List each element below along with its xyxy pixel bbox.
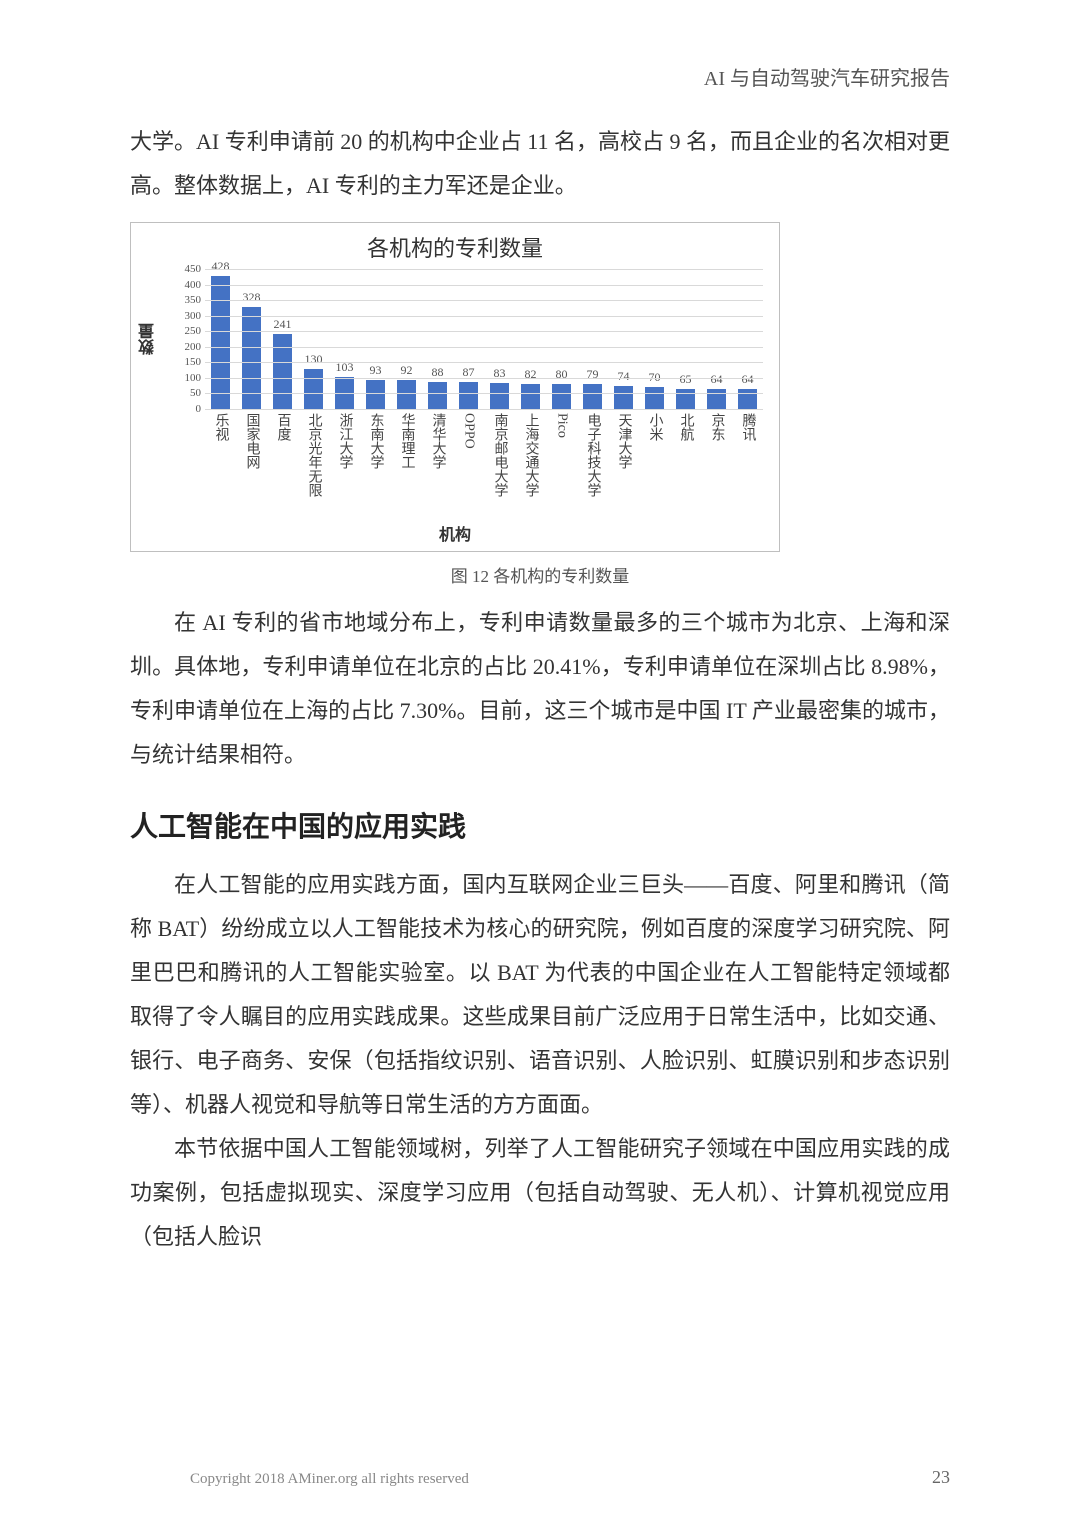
chart-bar-value: 241 xyxy=(274,317,292,332)
chart-bar-rect xyxy=(490,383,509,409)
chart-xtick: 浙江大学 xyxy=(329,413,360,523)
chart-ytick: 350 xyxy=(185,294,202,306)
chart-bar: 93 xyxy=(360,380,391,409)
chart-xtick: 乐视 xyxy=(205,413,236,523)
chart-bar-rect xyxy=(211,276,230,409)
chart-bar-rect xyxy=(397,380,416,409)
chart-bar: 241 xyxy=(267,334,298,409)
paragraph-4: 本节依据中国人工智能领域树，列举了人工智能研究子领域在中国应用实践的成功案例，包… xyxy=(130,1127,950,1259)
chart-bar-value: 64 xyxy=(742,372,754,387)
chart-bar-rect xyxy=(273,334,292,409)
chart-bar-rect xyxy=(645,387,664,409)
chart-bar: 79 xyxy=(577,384,608,409)
chart-xtick: 华南理工 xyxy=(391,413,422,523)
chart-bar-rect xyxy=(366,380,385,409)
chart-xtick: 南京邮电大学 xyxy=(484,413,515,523)
chart-bar-value: 83 xyxy=(494,366,506,381)
chart-xtick: Pico xyxy=(546,413,577,523)
chart-bar: 65 xyxy=(670,389,701,409)
chart-xtick: 京东 xyxy=(701,413,732,523)
chart-bar-rect xyxy=(521,384,540,410)
chart-bars: 4283282411301039392888783828079747065646… xyxy=(205,269,763,409)
chart-bar: 82 xyxy=(515,384,546,410)
chart-ytick: 100 xyxy=(185,372,202,384)
footer-copyright: Copyright 2018 AMiner.org all rights res… xyxy=(190,1471,469,1488)
chart-bar-value: 82 xyxy=(525,367,537,382)
chart-xlabel: 机构 xyxy=(131,521,779,545)
chart-xtick: 国家电网 xyxy=(236,413,267,523)
chart-ytick: 150 xyxy=(185,356,202,368)
chart-gridline xyxy=(205,331,763,332)
chart-bar-value: 93 xyxy=(370,363,382,378)
chart-gridline xyxy=(205,393,763,394)
chart-bar-rect xyxy=(428,382,447,409)
chart-gridline xyxy=(205,409,763,410)
chart-ylabel: 数量 xyxy=(137,323,161,355)
chart-bar: 64 xyxy=(732,389,763,409)
chart-caption: 图 12 各机构的专利数量 xyxy=(130,562,950,587)
patent-count-chart: 各机构的专利数量 数量 4283282411301039392888783828… xyxy=(130,222,780,552)
chart-xtick: 东南大学 xyxy=(360,413,391,523)
chart-bar-value: 80 xyxy=(556,367,568,382)
chart-xtick: 百度 xyxy=(267,413,298,523)
chart-bar-value: 328 xyxy=(243,290,261,305)
chart-xtick: 上海交通大学 xyxy=(515,413,546,523)
chart-bar-rect xyxy=(614,386,633,409)
chart-ytick: 0 xyxy=(196,403,202,415)
chart-bar: 87 xyxy=(453,382,484,409)
chart-gridline xyxy=(205,347,763,348)
paragraph-2: 在 AI 专利的省市地域分布上，专利申请数量最多的三个城市为北京、上海和深圳。具… xyxy=(130,601,950,777)
chart-bar-value: 64 xyxy=(711,372,723,387)
chart-bar-rect xyxy=(304,369,323,409)
chart-bar: 80 xyxy=(546,384,577,409)
page-number: 23 xyxy=(932,1467,950,1488)
chart-bar-rect xyxy=(676,389,695,409)
section-heading: 人工智能在中国的应用实践 xyxy=(130,805,950,845)
chart-bar-value: 79 xyxy=(587,367,599,382)
chart-xtick: OPPO xyxy=(453,413,484,523)
chart-gridline xyxy=(205,378,763,379)
chart-bar: 74 xyxy=(608,386,639,409)
chart-bar: 130 xyxy=(298,369,329,409)
chart-bar: 64 xyxy=(701,389,732,409)
chart-ytick: 450 xyxy=(185,263,202,275)
chart-bar-rect xyxy=(552,384,571,409)
chart-bar: 70 xyxy=(639,387,670,409)
chart-xtick: 北京光年无限 xyxy=(298,413,329,523)
chart-xtick: 天津大学 xyxy=(608,413,639,523)
chart-gridline xyxy=(205,316,763,317)
chart-xtick: 北航 xyxy=(670,413,701,523)
chart-gridline xyxy=(205,269,763,270)
chart-gridline xyxy=(205,362,763,363)
chart-gridline xyxy=(205,285,763,286)
paragraph-3: 在人工智能的应用实践方面，国内互联网企业三巨头——百度、阿里和腾讯（简称 BAT… xyxy=(130,863,950,1127)
chart-bar: 88 xyxy=(422,382,453,409)
running-head: AI 与自动驾驶汽车研究报告 xyxy=(704,62,950,91)
chart-ytick: 300 xyxy=(185,310,202,322)
chart-bar-rect xyxy=(583,384,602,409)
chart-ytick: 50 xyxy=(190,387,201,399)
chart-bar: 83 xyxy=(484,383,515,409)
chart-bar-rect xyxy=(738,389,757,409)
chart-xtick: 小米 xyxy=(639,413,670,523)
chart-bar: 92 xyxy=(391,380,422,409)
chart-gridline xyxy=(205,300,763,301)
chart-ytick: 250 xyxy=(185,325,202,337)
chart-xtick: 清华大学 xyxy=(422,413,453,523)
chart-bar-value: 65 xyxy=(680,372,692,387)
chart-xticks: 乐视国家电网百度北京光年无限浙江大学东南大学华南理工清华大学OPPO南京邮电大学… xyxy=(205,413,763,523)
chart-xtick: 腾讯 xyxy=(732,413,763,523)
chart-ytick: 400 xyxy=(185,279,202,291)
chart-bar-value: 74 xyxy=(618,369,630,384)
chart-bar-value: 92 xyxy=(401,363,413,378)
chart-plot-area: 4283282411301039392888783828079747065646… xyxy=(205,269,763,409)
chart-bar-value: 130 xyxy=(305,352,323,367)
chart-bar-rect xyxy=(707,389,726,409)
chart-bar-rect xyxy=(459,382,478,409)
chart-ytick: 200 xyxy=(185,341,202,353)
chart-bar: 428 xyxy=(205,276,236,409)
chart-bar-value: 428 xyxy=(212,259,230,274)
chart-xtick: 电子科技大学 xyxy=(577,413,608,523)
paragraph-1: 大学。AI 专利申请前 20 的机构中企业占 11 名，高校占 9 名，而且企业… xyxy=(130,120,950,208)
